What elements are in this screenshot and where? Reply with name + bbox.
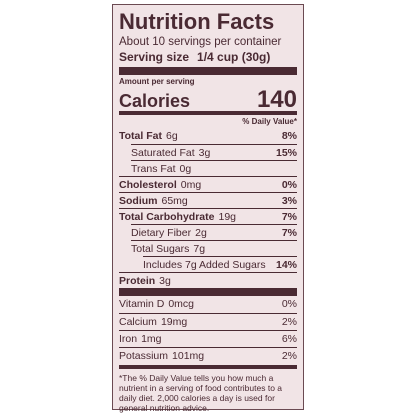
medium-bar: [119, 365, 297, 369]
nutrient-row: Sodium 65mg 3%: [119, 192, 297, 208]
vitamin-row: Iron 1mg 6%: [119, 330, 297, 347]
nutrient-name: Dietary Fiber: [131, 227, 192, 239]
nutrients: Total Fat 6g 8% Saturated Fat 3g 15% Trans Fat…: [119, 128, 297, 288]
nutrient-dv: 0%: [281, 179, 297, 191]
calories-row: Calories 140: [119, 86, 297, 113]
dv-header: % Daily Value*: [242, 117, 297, 126]
nutrient-row: Total Sugars 7g: [131, 240, 297, 256]
nutrient-amount: 2g: [195, 227, 207, 239]
nutrient-name: Saturated Fat: [131, 147, 195, 159]
nutrient-row: Total Fat 6g 8%: [119, 128, 297, 144]
medium-bar: [119, 111, 297, 115]
nutrient-name: Includes 7g Added Sugars: [143, 259, 266, 271]
calories-label: Calories: [119, 91, 191, 111]
nutrient-amount: 65mg: [161, 195, 188, 207]
vitamin-dv: 2%: [281, 350, 297, 362]
thick-bar: [119, 67, 297, 75]
thick-bar: [119, 288, 297, 296]
amount-per-serving: Amount per serving: [119, 77, 195, 86]
vitamin-amount: 101mg: [172, 350, 205, 362]
nutrient-row: Dietary Fiber 2g 7%: [131, 224, 297, 240]
servings: About 10 servings per container: [119, 36, 282, 48]
nutrient-name: Trans Fat: [131, 163, 176, 175]
nutrient-dv: 8%: [281, 130, 297, 142]
nutrient-name: Protein: [119, 275, 156, 287]
serving-size-label: Serving size: [119, 50, 190, 64]
vitamin-dv: 0%: [281, 298, 297, 310]
vitamin-amount: 19mg: [160, 316, 188, 328]
vitamin-row: Calcium 19mg 2%: [119, 313, 297, 330]
title: Nutrition Facts: [119, 9, 275, 34]
vitamin-amount: 0mcg: [168, 298, 195, 310]
nutrient-row: Protein 3g: [119, 272, 297, 288]
vitamin-row: Potassium 101mg 2%: [119, 347, 297, 364]
nutrient-amount: 0g: [179, 163, 192, 175]
calories-value: 140: [256, 86, 297, 113]
nutrient-name: Cholesterol: [119, 179, 177, 191]
nutrient-amount: 19g: [218, 211, 237, 223]
vitamin-dv: 6%: [281, 333, 297, 345]
nutrient-dv: 3%: [281, 195, 297, 207]
nutrient-dv: 15%: [275, 147, 297, 159]
vitamin-name: Vitamin D: [119, 298, 165, 310]
nutrient-name: Sodium: [119, 195, 158, 207]
vitamin-dv: 2%: [281, 316, 297, 328]
vitamin-name: Iron: [119, 333, 138, 345]
nutrient-row: Saturated Fat 3g 15%: [131, 144, 297, 160]
nutrition-label: Nutrition Facts About 10 servings per co…: [112, 4, 304, 413]
nutrient-amount: 6g: [165, 130, 178, 142]
vitamin-name: Calcium: [119, 316, 157, 328]
nutrient-amount: 0mg: [180, 179, 202, 191]
nutrient-dv: 7%: [281, 211, 297, 223]
footnote: *The % Daily Value tells you how much a …: [119, 373, 283, 413]
nutrient-row: Cholesterol 0mg 0%: [119, 176, 297, 192]
vitamin-amount: 1mg: [141, 333, 162, 345]
nutrient-name: Total Carbohydrate: [119, 211, 215, 223]
nutrient-amount: 7g: [193, 243, 206, 255]
nutrient-name: Total Sugars: [131, 243, 190, 255]
nutrient-amount: 3g: [198, 147, 211, 159]
serving-size-value: 1/4 cup (30g): [197, 50, 271, 64]
nutrient-dv: 7%: [281, 227, 297, 239]
vitamin-row: Vitamin D 0mcg 0%: [119, 296, 297, 313]
vitamin-name: Potassium: [119, 350, 169, 362]
nutrient-name: Total Fat: [119, 130, 162, 142]
vitamins: Vitamin D 0mcg 0% Calcium 19mg 2% Iron 1mg 6% Pot…: [119, 296, 297, 364]
nutrient-amount: 3g: [159, 275, 171, 287]
serving-size: Serving size 1/4 cup (30g): [119, 50, 297, 65]
nutrient-dv: 14%: [275, 259, 297, 271]
nutrient-row: Trans Fat 0g: [131, 160, 297, 176]
nutrient-row: Total Carbohydrate 19g 7%: [119, 208, 297, 224]
nutrient-row: Includes 7g Added Sugars 14%: [143, 256, 297, 272]
